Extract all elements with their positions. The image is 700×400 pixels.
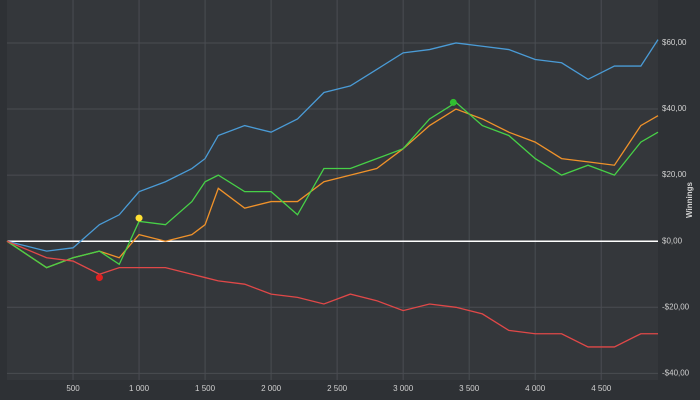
series-line [6,101,659,269]
x-tick-label: 1 000 [129,384,150,393]
x-tick-label: 500 [66,384,80,393]
x-tick-label: 2 000 [261,384,282,393]
y-tick-label: $40,00 [662,104,687,113]
x-tick-label: 3 000 [393,384,414,393]
x-tick-label: 1 500 [195,384,216,393]
marker [449,98,457,106]
plot-area [7,0,658,380]
marker [95,274,103,282]
y-tick-label: $20,00 [662,170,687,179]
y-tick-label: $0,00 [662,236,683,245]
marker [135,214,143,222]
y-axis-label: Winnings [685,181,694,217]
y-tick-label: -$40,00 [662,369,690,378]
y-tick-label: $60,00 [662,38,687,47]
x-tick-label: 4 500 [591,384,612,393]
series-line [6,39,659,252]
x-tick-label: 2 500 [327,384,348,393]
x-tick-label: 3 500 [459,384,480,393]
series-line [6,240,658,348]
y-tick-label: -$20,00 [662,302,690,311]
x-tick-label: 4 000 [525,384,546,393]
